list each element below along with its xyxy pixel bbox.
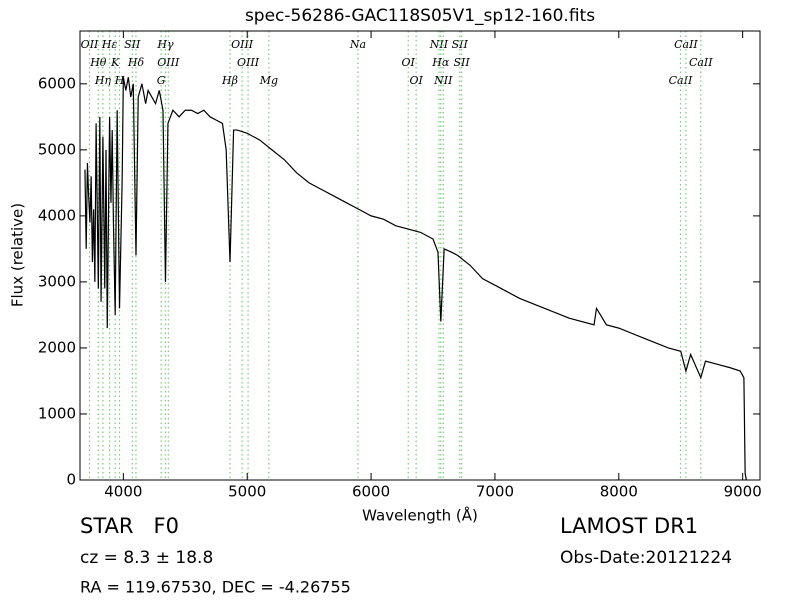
spectral-line-label: OI xyxy=(409,74,423,87)
y-tick-label: 0 xyxy=(66,471,76,489)
spectral-line-label: SII xyxy=(452,38,469,51)
spectral-line-label: G xyxy=(157,74,166,87)
y-axis-label: Flux (relative) xyxy=(9,203,27,307)
spectral-line-label: Hε xyxy=(101,38,118,51)
x-tick-label: 8000 xyxy=(600,483,638,501)
spectral-line-label: CaII xyxy=(689,56,713,69)
y-tick-label: 3000 xyxy=(38,272,76,290)
spectral-line-label: NII xyxy=(433,74,453,87)
plot-frame xyxy=(79,30,761,481)
spectral-line-label: OI xyxy=(402,56,416,69)
coordinates: RA = 119.67530, DEC = -4.26755 xyxy=(80,578,351,597)
object-class: STAR F0 xyxy=(80,514,179,538)
x-axis-label: Wavelength (Å) xyxy=(362,506,478,525)
y-tick-label: 4000 xyxy=(38,206,76,224)
spectral-line-label: OII xyxy=(81,38,99,51)
spectral-line-label: K xyxy=(110,56,120,69)
spectral-line-label: CaII xyxy=(669,74,693,87)
spectral-line-label: Hδ xyxy=(127,56,145,69)
y-tick-label: 1000 xyxy=(38,404,76,422)
x-tick-label: 9000 xyxy=(724,483,762,501)
spectral-line-label: H xyxy=(114,74,125,87)
spectrum-line xyxy=(84,77,747,481)
y-tick-label: 2000 xyxy=(38,338,76,356)
spectral-line-label: CaII xyxy=(674,38,698,51)
spectral-line-label: Hβ xyxy=(221,74,238,87)
spectral-line-label: SII xyxy=(124,38,141,51)
spectral-line-label: Mg xyxy=(259,74,278,87)
spectral-line-label: Na xyxy=(349,38,366,51)
x-tick-label: 7000 xyxy=(476,483,514,501)
x-tick-label: 5000 xyxy=(228,483,266,501)
spectral-line-label: SII xyxy=(454,56,471,69)
chart-title: spec-56286-GAC118S05V1_sp12-160.fits xyxy=(245,6,595,26)
spectral-line-label: Hα xyxy=(431,56,450,69)
spectral-line-label: Hη xyxy=(94,74,112,87)
survey: LAMOST DR1 xyxy=(560,514,698,538)
spectral-line-label: Hθ xyxy=(89,56,107,69)
y-tick-label: 5000 xyxy=(38,140,76,158)
x-tick-label: 4000 xyxy=(104,483,142,501)
y-tick-label: 6000 xyxy=(38,74,76,92)
x-tick-label: 6000 xyxy=(352,483,390,501)
spectral-line-label: OIII xyxy=(231,38,254,51)
obs-date: Obs-Date:20121224 xyxy=(560,548,732,568)
spectral-line-label: NII xyxy=(429,38,449,51)
spectral-line-label: OIII xyxy=(237,56,260,69)
redshift: cz = 8.3 ± 18.8 xyxy=(80,548,213,568)
spectral-line-label: Hγ xyxy=(156,38,174,51)
spectral-line-label: OIII xyxy=(157,56,180,69)
